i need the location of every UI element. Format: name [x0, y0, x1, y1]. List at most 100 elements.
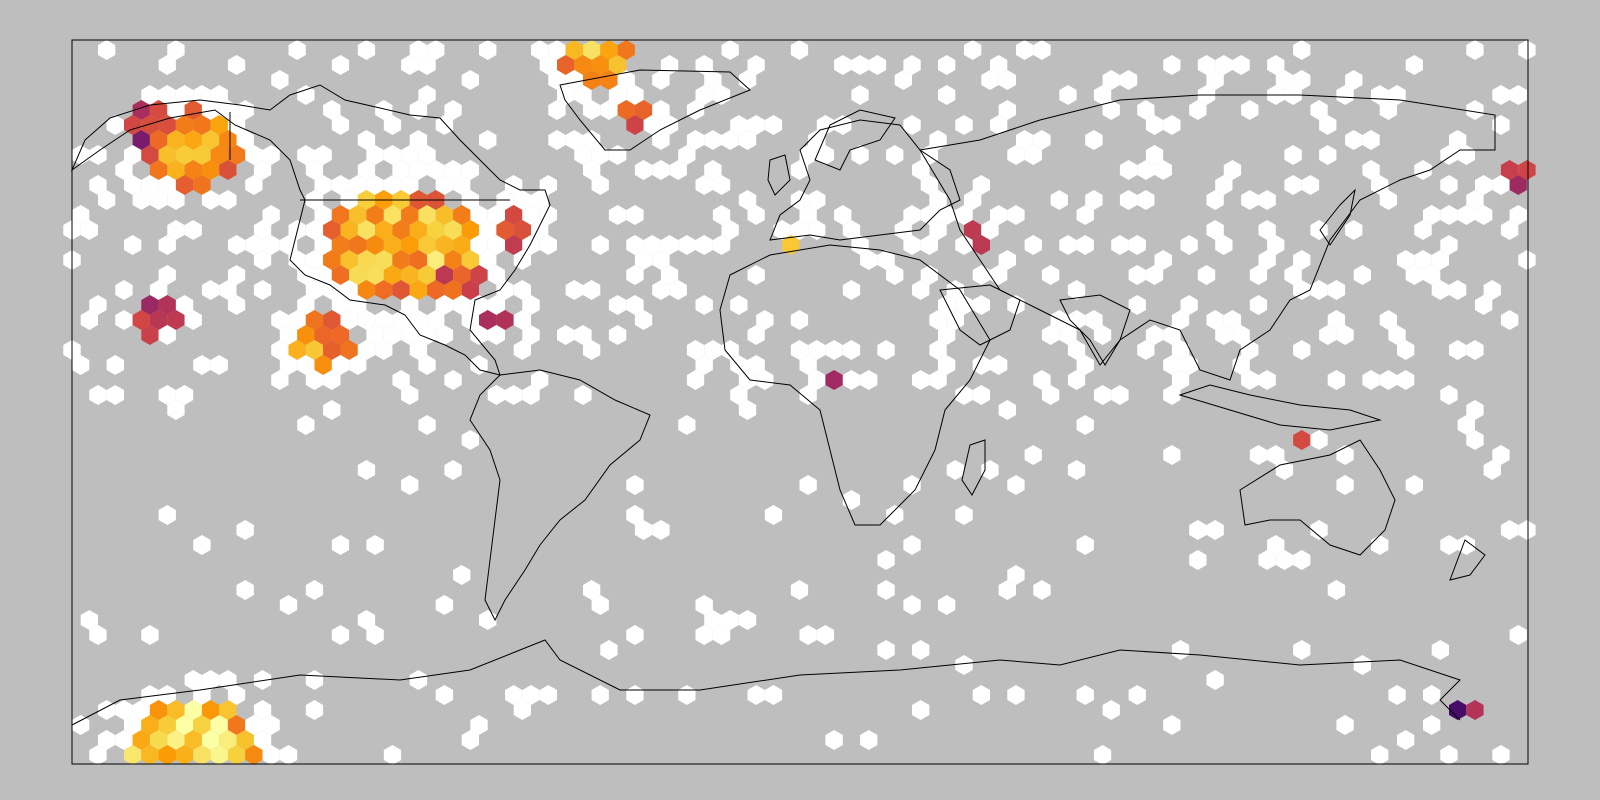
- hex-cell: [115, 280, 133, 300]
- hex-cell: [89, 385, 107, 405]
- hex-cell: [1206, 70, 1224, 90]
- hex-cell: [1119, 70, 1138, 90]
- hex-cell: [470, 715, 488, 735]
- hex-cell: [790, 220, 809, 240]
- hex-cell: [730, 295, 748, 315]
- hex-cell: [634, 100, 653, 120]
- hex-cell: [1293, 280, 1311, 300]
- hex-cell: [981, 220, 999, 240]
- hex-cell: [149, 130, 168, 150]
- hex-cell: [1388, 325, 1406, 345]
- hex-cell: [167, 310, 185, 330]
- hex-cell: [842, 340, 861, 360]
- hex-cell: [375, 280, 393, 300]
- hex-cell: [583, 130, 601, 150]
- hex-cell: [271, 310, 289, 330]
- hex-cell: [331, 55, 350, 75]
- hex-cell: [470, 325, 488, 345]
- hex-cell: [557, 55, 575, 75]
- hex-cell: [401, 205, 419, 225]
- hex-cell: [383, 265, 402, 285]
- hex-cell: [938, 295, 956, 315]
- hex-cell: [955, 655, 973, 675]
- hex-cell: [1041, 325, 1060, 345]
- hex-cell: [574, 145, 592, 165]
- hex-cell: [808, 370, 826, 390]
- hex-cell: [1154, 160, 1172, 180]
- hex-cell: [1076, 415, 1094, 435]
- hex-cell: [158, 505, 176, 525]
- hex-cell: [1397, 730, 1415, 750]
- hex-cell: [279, 595, 298, 615]
- hex-cell: [340, 280, 358, 300]
- coastline-new-zealand: [1449, 539, 1486, 581]
- hex-cell: [124, 745, 142, 765]
- hex-cell: [219, 700, 237, 720]
- hex-cell: [1180, 235, 1198, 255]
- hex-cell: [496, 310, 514, 330]
- hex-cell: [903, 595, 921, 615]
- hex-cell: [409, 160, 428, 180]
- hex-cell: [1509, 175, 1527, 195]
- hex-cell: [1440, 535, 1458, 555]
- hex-cell: [219, 190, 237, 210]
- hex-cell: [929, 370, 947, 390]
- hex-cell: [401, 475, 419, 495]
- hex-cell: [1457, 415, 1475, 435]
- hex-cell: [1007, 565, 1025, 585]
- hex-cell: [1405, 475, 1423, 495]
- hex-cell: [1024, 445, 1042, 465]
- hex-cell: [383, 115, 402, 135]
- hex-cell: [1397, 370, 1415, 390]
- hex-cell: [297, 85, 315, 105]
- hex-cell: [626, 475, 644, 495]
- hex-cell: [444, 250, 462, 270]
- hex-cell: [271, 70, 289, 90]
- hex-cell: [1475, 175, 1493, 195]
- hex-cell: [1457, 535, 1475, 555]
- hex-cell: [375, 310, 393, 330]
- hex-cell: [1449, 280, 1467, 300]
- hex-cell: [262, 235, 280, 255]
- hex-cell: [184, 670, 202, 690]
- hex-cell: [825, 730, 843, 750]
- hex-cell: [1310, 430, 1328, 450]
- hex-cell: [305, 160, 324, 180]
- hex-cell: [825, 370, 843, 390]
- hex-cell: [704, 130, 722, 150]
- hex-cell: [860, 730, 878, 750]
- hex-cell: [1189, 520, 1207, 540]
- coastline-madagascar: [961, 439, 986, 496]
- hex-cell: [1466, 100, 1484, 120]
- hex-cell: [955, 505, 973, 525]
- hex-cell: [89, 175, 107, 195]
- hex-cell: [1007, 145, 1025, 165]
- hex-cell: [193, 535, 211, 555]
- hex-cell: [427, 310, 445, 330]
- hex-cell: [972, 355, 990, 375]
- hex-cell: [262, 205, 280, 225]
- hex-cell: [201, 100, 220, 120]
- hex-cell: [955, 115, 973, 135]
- hex-cell: [1085, 130, 1103, 150]
- hex-cell: [392, 250, 410, 270]
- hex-cell: [834, 115, 852, 135]
- hex-cell: [349, 175, 367, 195]
- hex-cell: [158, 325, 176, 345]
- hex-cell: [479, 310, 497, 330]
- hex-cell: [314, 205, 332, 225]
- hex-cell: [1085, 310, 1103, 330]
- hex-cell: [877, 340, 895, 360]
- hex-cell: [392, 280, 410, 300]
- hex-cell: [331, 175, 350, 195]
- hex-cell: [1067, 340, 1086, 360]
- hex-cell: [721, 610, 739, 630]
- hex-cell: [141, 295, 159, 315]
- hex-cell: [1414, 220, 1432, 240]
- hex-cell: [583, 160, 601, 180]
- hex-cell: [1206, 220, 1224, 240]
- hex-cell: [98, 730, 116, 750]
- hex-cell: [132, 700, 150, 720]
- hex-cell: [842, 490, 861, 510]
- hex-cell: [929, 190, 947, 210]
